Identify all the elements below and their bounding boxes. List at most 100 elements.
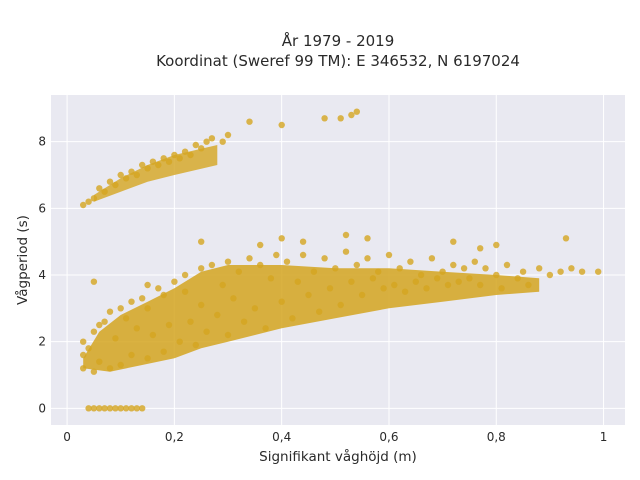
data-point [117, 171, 124, 179]
data-point [455, 278, 462, 285]
data-point [203, 138, 210, 145]
data-point [546, 271, 554, 279]
data-point [122, 405, 130, 412]
data-point [101, 318, 108, 325]
data-point [96, 321, 103, 329]
data-point [112, 181, 119, 189]
data-point [208, 261, 216, 269]
x-tick-label: 0,4 [272, 430, 291, 444]
x-axis-title: Signifikant våghöjd (m) [259, 448, 417, 465]
data-point [128, 405, 135, 412]
data-point [342, 231, 350, 239]
data-point [160, 291, 167, 299]
x-tick-label: 0,2 [165, 430, 184, 444]
data-point [482, 265, 489, 272]
data-point [267, 275, 275, 282]
data-point [101, 188, 108, 195]
data-point [90, 368, 98, 375]
data-point [337, 301, 344, 309]
data-point [278, 235, 285, 242]
data-point [224, 131, 232, 139]
data-point [294, 278, 301, 285]
data-point [144, 281, 151, 289]
data-point [96, 185, 103, 192]
data-point [407, 258, 414, 265]
data-point [198, 301, 205, 309]
data-point [219, 138, 226, 145]
data-point [214, 311, 221, 319]
data-point [192, 341, 199, 349]
data-point [155, 161, 162, 169]
data-point [149, 331, 157, 339]
data-point [562, 235, 570, 242]
data-point [90, 328, 98, 335]
y-tick-label: 6 [38, 201, 46, 215]
data-point [149, 158, 157, 165]
data-point [364, 255, 371, 262]
data-point [198, 145, 205, 152]
data-point [128, 351, 135, 359]
data-point [198, 238, 205, 245]
data-point [133, 405, 140, 412]
data-point [450, 261, 457, 269]
data-point [257, 241, 264, 249]
data-point [112, 335, 119, 342]
data-point [428, 255, 436, 262]
data-point [165, 158, 173, 165]
data-point [85, 198, 92, 205]
data-point [471, 258, 478, 265]
data-point [96, 358, 103, 365]
data-point [133, 325, 140, 332]
data-point [514, 275, 521, 282]
data-point [477, 245, 484, 252]
data-point [477, 281, 484, 289]
data-point [519, 268, 527, 275]
chart-title: År 1979 - 2019 [282, 31, 395, 50]
data-point [251, 305, 259, 312]
data-point [187, 151, 194, 159]
data-point [417, 271, 425, 279]
data-point [139, 405, 146, 412]
data-point [80, 365, 87, 372]
data-point [299, 238, 307, 245]
data-point [181, 288, 189, 295]
data-point [133, 171, 140, 179]
data-point [128, 298, 135, 305]
y-axis-ticks: 0 2 4 6 8 [38, 135, 46, 416]
data-point [321, 255, 328, 262]
x-tick-label: 0,8 [487, 430, 506, 444]
data-point [171, 278, 178, 285]
data-point [332, 265, 339, 272]
data-point [578, 268, 586, 275]
data-point [80, 351, 87, 359]
y-tick-label: 0 [38, 401, 46, 415]
data-point [181, 148, 189, 155]
x-axis-ticks: 0 0,2 0,4 0,6 0,8 1 [63, 430, 607, 444]
data-point [208, 135, 216, 142]
data-point [224, 331, 232, 339]
x-gridlines [66, 95, 605, 425]
data-point [203, 328, 210, 335]
data-point [321, 115, 328, 122]
x-tick-label: 0 [63, 430, 71, 444]
data-point [278, 121, 285, 129]
data-point [176, 155, 183, 162]
data-point [289, 315, 296, 322]
data-point [283, 258, 291, 265]
data-point [342, 248, 350, 255]
data-point [460, 265, 468, 272]
data-point [198, 265, 205, 272]
x-tick-label: 1 [600, 430, 608, 444]
data-point [466, 275, 473, 282]
data-point [369, 275, 377, 282]
data-point [337, 115, 344, 122]
data-point [165, 321, 173, 329]
y-axis-title: Vågperiod (s) [14, 215, 31, 305]
data-point [326, 285, 334, 292]
data-point [257, 261, 264, 269]
data-point [171, 151, 178, 159]
data-point [385, 251, 393, 259]
data-points [80, 108, 602, 412]
data-point [181, 271, 189, 279]
